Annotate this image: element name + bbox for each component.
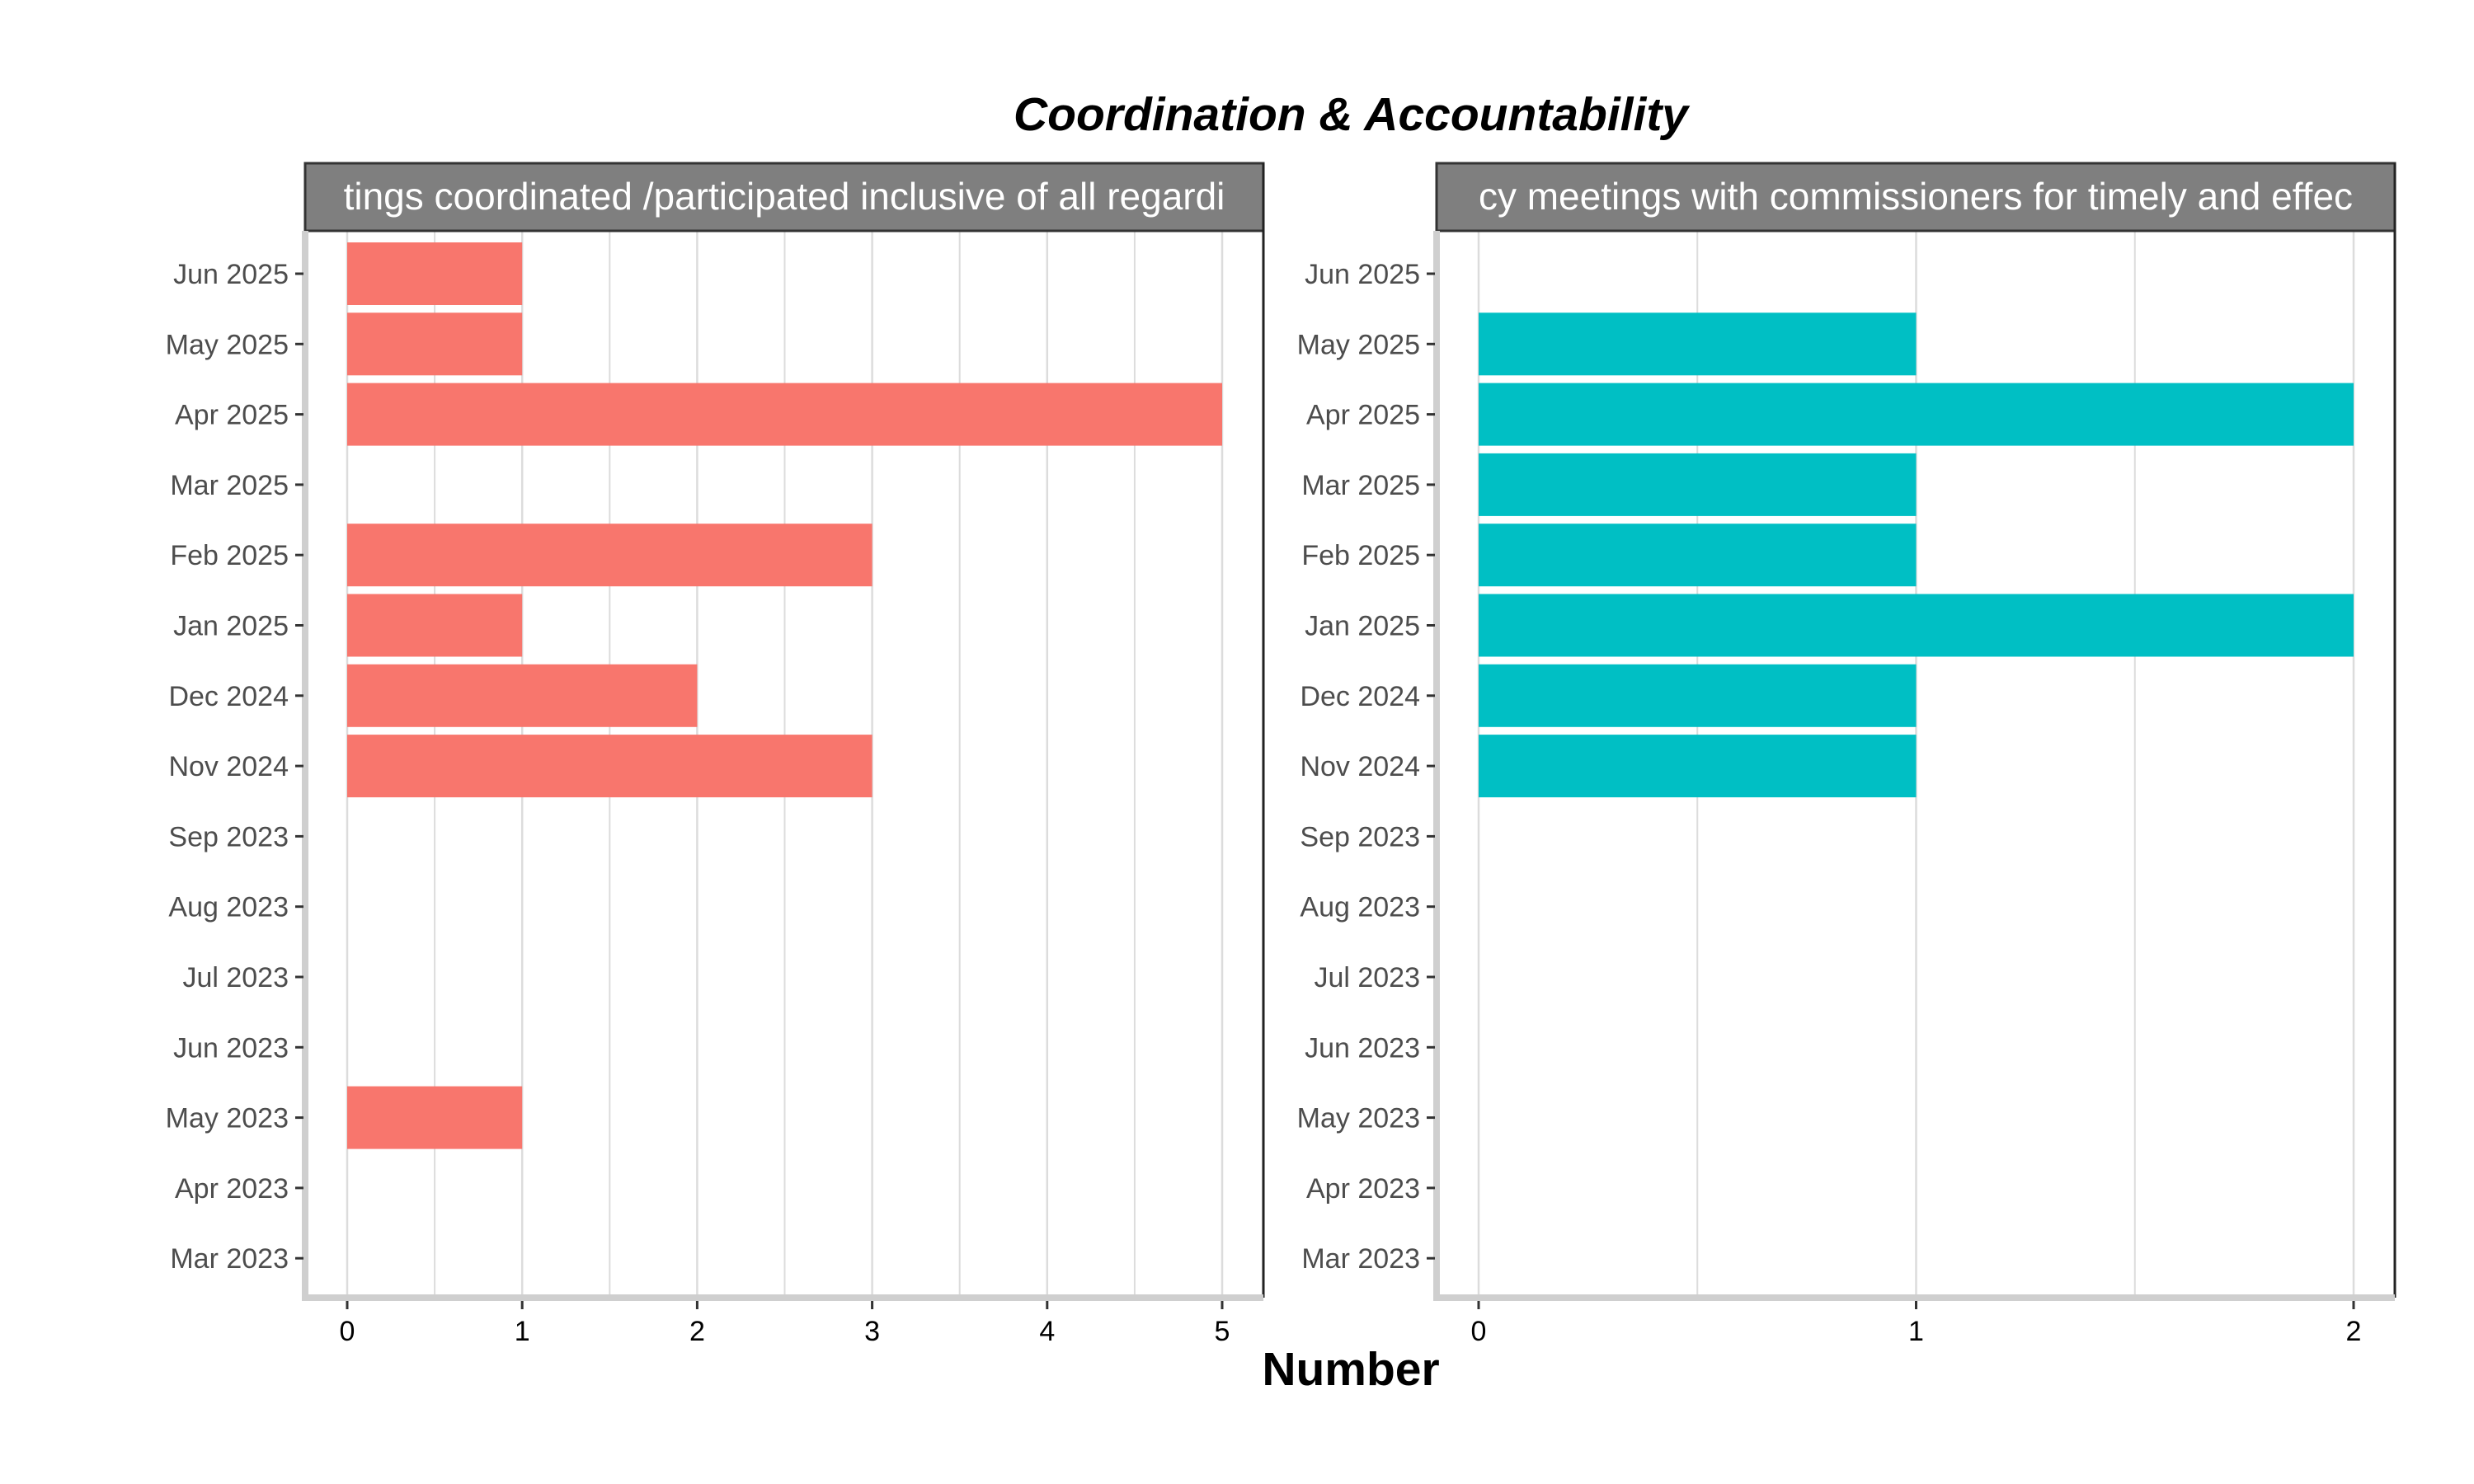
- panel-1: tings coordinated /participated inclusiv…: [166, 162, 1265, 1347]
- y-tick-label: Apr 2025: [1306, 400, 1420, 431]
- y-tick-label: May 2025: [1297, 329, 1420, 360]
- x-tick-label: 1: [1908, 1316, 1924, 1347]
- y-tick-label: Jun 2023: [1305, 1032, 1420, 1064]
- y-tick-label: Jun 2025: [1305, 259, 1420, 290]
- bar-jan-2025: [1479, 594, 2354, 657]
- y-tick-label: Jan 2025: [1305, 611, 1420, 642]
- bar-jun-2025: [347, 242, 523, 305]
- x-tick-label: 2: [2346, 1316, 2362, 1347]
- bar-jan-2025: [347, 594, 523, 657]
- chart-panels: tings coordinated /participated inclusiv…: [166, 162, 2396, 1347]
- x-tick-label: 2: [689, 1316, 705, 1347]
- y-tick-label: Aug 2023: [168, 892, 289, 923]
- bar-may-2025: [347, 312, 523, 376]
- facet-strip-label: cy meetings with commissioners for timel…: [1479, 175, 2353, 218]
- y-tick-label: Jul 2023: [182, 962, 289, 993]
- bar-nov-2024: [347, 735, 872, 798]
- y-tick-label: May 2023: [1297, 1103, 1420, 1134]
- x-tick-label: 0: [1471, 1316, 1487, 1347]
- y-tick-label: Sep 2023: [168, 821, 289, 852]
- x-tick-label: 5: [1215, 1316, 1230, 1347]
- x-tick-label: 4: [1039, 1316, 1055, 1347]
- y-tick-label: Mar 2023: [1301, 1243, 1420, 1275]
- bar-mar-2025: [1479, 453, 1917, 516]
- y-tick-label: Apr 2023: [1306, 1173, 1420, 1205]
- y-tick-label: Mar 2025: [1301, 470, 1420, 501]
- bar-dec-2024: [347, 664, 698, 727]
- y-tick-label: Dec 2024: [168, 681, 289, 712]
- y-tick-label: Feb 2025: [170, 540, 289, 571]
- y-tick-label: Jul 2023: [1314, 962, 1420, 993]
- chart-title: Coordination & Accountability: [1014, 88, 1691, 141]
- facet-strip: [303, 162, 1265, 232]
- x-tick-label: 3: [864, 1316, 880, 1347]
- y-tick-label: Apr 2023: [175, 1173, 289, 1205]
- y-tick-label: Mar 2023: [170, 1243, 289, 1275]
- bar-feb-2025: [347, 524, 872, 587]
- y-tick-label: Nov 2024: [1300, 751, 1420, 782]
- bar-apr-2025: [1479, 383, 2354, 446]
- x-tick-label: 0: [340, 1316, 355, 1347]
- bar-may-2025: [1479, 312, 1917, 376]
- y-tick-label: Feb 2025: [1301, 540, 1420, 571]
- y-tick-label: May 2023: [166, 1103, 289, 1134]
- y-tick-label: Jun 2025: [173, 259, 289, 290]
- y-tick-label: Jun 2023: [173, 1032, 289, 1064]
- bar-dec-2024: [1479, 664, 1917, 727]
- facet-strip-label: tings coordinated /participated inclusiv…: [344, 175, 1225, 218]
- bar-may-2023: [347, 1086, 523, 1149]
- panel-2: cy meetings with commissioners for timel…: [1297, 162, 2396, 1347]
- bar-apr-2025: [347, 383, 1222, 446]
- bar-nov-2024: [1479, 735, 1917, 798]
- y-tick-label: Mar 2025: [170, 470, 289, 501]
- y-tick-label: Aug 2023: [1300, 892, 1420, 923]
- y-tick-label: Dec 2024: [1300, 681, 1420, 712]
- y-tick-label: Apr 2025: [175, 400, 289, 431]
- bar-feb-2025: [1479, 524, 1917, 587]
- y-tick-label: May 2025: [166, 329, 289, 360]
- y-tick-label: Sep 2023: [1300, 821, 1420, 852]
- x-tick-label: 1: [515, 1316, 530, 1347]
- x-axis-label: Number: [1262, 1343, 1439, 1396]
- y-tick-label: Jan 2025: [173, 611, 289, 642]
- y-tick-label: Nov 2024: [168, 751, 289, 782]
